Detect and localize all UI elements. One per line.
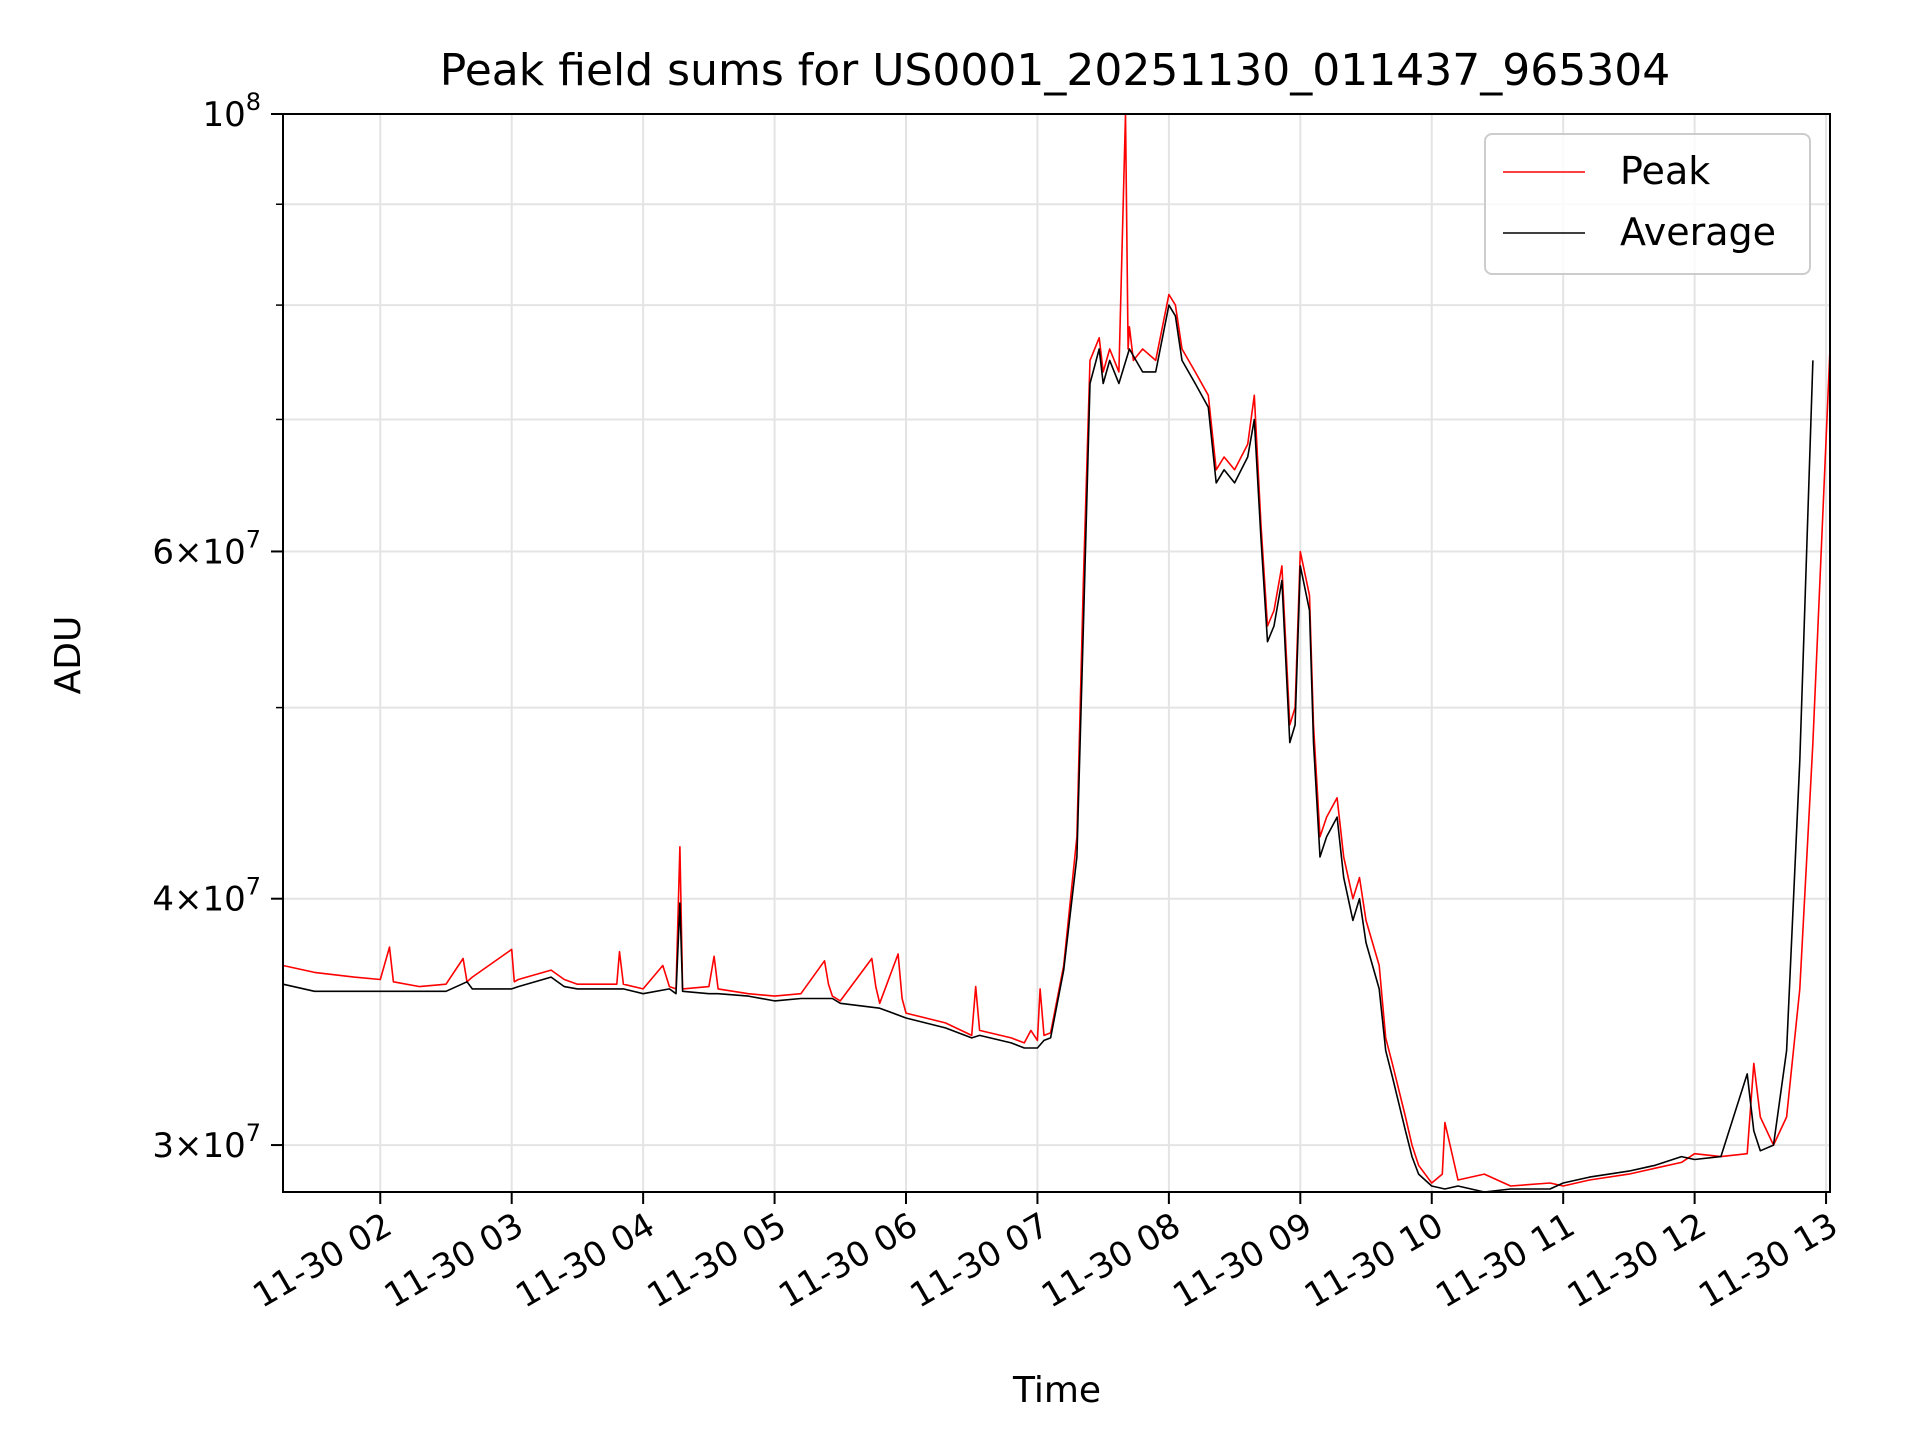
legend: Peak Average xyxy=(1484,133,1811,275)
legend-box xyxy=(1484,133,1811,275)
legend-peak-label: Peak xyxy=(1620,149,1710,193)
legend-average-label: Average xyxy=(1620,210,1776,254)
y-axis-label: ADU xyxy=(48,616,89,695)
y-tick-label-base: 6×10 xyxy=(152,532,245,572)
y-tick-label-exponent: 8 xyxy=(246,88,261,116)
series-line-average xyxy=(282,304,1814,1193)
x-axis-label: Time xyxy=(1012,1370,1101,1411)
y-tick-label: 108 xyxy=(202,88,261,135)
y-tick-label: 3×107 xyxy=(152,1119,261,1166)
y-tick-label: 6×107 xyxy=(152,525,261,572)
y-tick-label: 4×107 xyxy=(152,873,261,920)
y-tick-label-exponent: 7 xyxy=(246,525,261,553)
series-layer xyxy=(282,113,1831,1193)
y-tick-label-base: 3×10 xyxy=(152,1126,245,1166)
series-line-peak xyxy=(282,113,1831,1187)
y-tick-label-exponent: 7 xyxy=(246,1119,261,1147)
y-tick-label-base: 10 xyxy=(202,95,245,135)
y-tick-label-base: 4×10 xyxy=(152,880,245,920)
chart-title: Peak field sums for US0001_20251130_0114… xyxy=(440,45,1670,96)
plot-frame xyxy=(282,113,1831,1193)
y-tick-label-exponent: 7 xyxy=(246,873,261,901)
